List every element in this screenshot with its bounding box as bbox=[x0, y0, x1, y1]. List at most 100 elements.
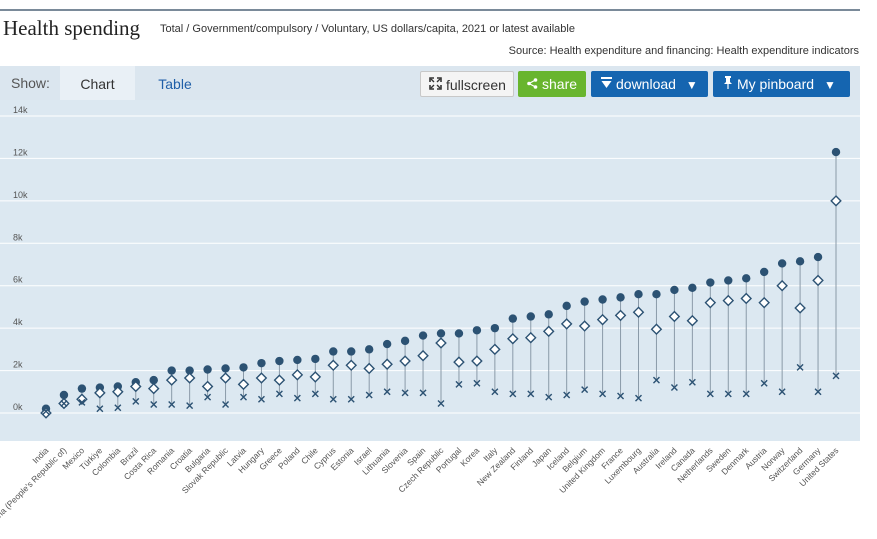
voluntary-marker bbox=[724, 390, 732, 398]
pin-icon bbox=[723, 72, 733, 98]
voluntary-marker bbox=[222, 401, 230, 409]
voluntary-marker bbox=[293, 394, 301, 402]
total-marker bbox=[347, 347, 356, 356]
voluntary-marker bbox=[275, 390, 283, 398]
voluntary-marker bbox=[78, 398, 86, 406]
government-marker bbox=[309, 371, 322, 383]
y-tick-label: 0k bbox=[13, 402, 23, 412]
caret-down-icon: ▼ bbox=[685, 78, 698, 92]
government-marker bbox=[435, 337, 447, 349]
total-marker bbox=[544, 310, 553, 319]
government-marker bbox=[704, 296, 717, 309]
fullscreen-icon bbox=[429, 73, 442, 99]
voluntary-marker bbox=[347, 395, 355, 403]
government-marker bbox=[507, 332, 519, 345]
government-marker bbox=[489, 343, 501, 356]
government-marker bbox=[291, 369, 304, 381]
voluntary-marker bbox=[617, 392, 625, 400]
pinboard-button[interactable]: My pinboard ▼ bbox=[713, 71, 850, 97]
voluntary-marker bbox=[204, 393, 212, 401]
total-marker bbox=[149, 375, 158, 385]
download-button[interactable]: download ▼ bbox=[591, 71, 708, 97]
total-marker bbox=[275, 356, 284, 366]
government-marker bbox=[686, 314, 699, 327]
voluntary-marker bbox=[42, 407, 50, 415]
government-marker bbox=[76, 393, 88, 406]
y-tick-label: 2k bbox=[13, 360, 23, 370]
voluntary-marker bbox=[437, 399, 445, 407]
voluntary-marker bbox=[688, 378, 696, 386]
voluntary-marker bbox=[473, 379, 481, 387]
total-marker bbox=[670, 285, 679, 295]
voluntary-marker bbox=[527, 390, 535, 398]
total-marker bbox=[77, 384, 87, 393]
page-subtitle: Total / Government/compulsory / Voluntar… bbox=[160, 23, 575, 35]
government-marker bbox=[722, 294, 735, 307]
tab-table[interactable]: Table bbox=[140, 66, 210, 100]
total-marker bbox=[167, 366, 176, 375]
government-marker bbox=[147, 382, 160, 395]
government-marker bbox=[560, 318, 573, 330]
government-marker bbox=[830, 195, 842, 207]
voluntary-marker bbox=[796, 363, 804, 371]
voluntary-marker bbox=[383, 388, 391, 396]
voluntary-marker bbox=[96, 405, 104, 413]
total-marker bbox=[257, 358, 266, 368]
voluntary-marker bbox=[240, 393, 247, 401]
y-tick-label: 14k bbox=[13, 105, 28, 115]
plot-background bbox=[0, 100, 860, 441]
government-marker bbox=[453, 356, 465, 368]
total-marker bbox=[293, 355, 302, 365]
voluntary-marker bbox=[132, 397, 140, 405]
y-tick-label: 12k bbox=[13, 147, 28, 157]
government-marker bbox=[237, 378, 250, 391]
government-marker bbox=[632, 306, 645, 319]
voluntary-marker bbox=[635, 394, 642, 402]
voluntary-marker bbox=[832, 372, 840, 380]
government-marker bbox=[776, 279, 788, 292]
voluntary-marker bbox=[563, 391, 571, 399]
voluntary-marker bbox=[778, 388, 786, 396]
government-marker bbox=[596, 313, 609, 326]
government-marker bbox=[524, 331, 537, 344]
total-marker bbox=[490, 323, 500, 333]
total-marker bbox=[634, 290, 643, 299]
total-marker bbox=[652, 290, 661, 299]
y-tick-label: 6k bbox=[13, 275, 23, 285]
total-marker bbox=[759, 267, 769, 277]
total-marker bbox=[598, 295, 607, 304]
y-tick-label: 4k bbox=[13, 317, 23, 327]
government-marker bbox=[794, 302, 806, 314]
voluntary-marker bbox=[599, 390, 607, 398]
fullscreen-button[interactable]: fullscreen bbox=[420, 71, 514, 97]
tab-chart[interactable]: Chart bbox=[60, 66, 135, 100]
tab-table-label: Table bbox=[158, 76, 192, 92]
total-marker bbox=[831, 147, 841, 157]
total-marker bbox=[382, 339, 392, 349]
total-marker bbox=[185, 366, 194, 375]
fullscreen-label: fullscreen bbox=[446, 77, 506, 93]
total-marker bbox=[616, 293, 625, 302]
government-marker bbox=[112, 385, 124, 398]
total-marker bbox=[562, 301, 571, 311]
share-button[interactable]: share bbox=[518, 71, 586, 97]
government-marker bbox=[363, 362, 375, 375]
government-marker bbox=[812, 274, 824, 287]
government-marker bbox=[471, 355, 483, 367]
voluntary-marker bbox=[760, 379, 768, 387]
government-marker bbox=[40, 407, 52, 419]
total-marker bbox=[418, 331, 428, 340]
voluntary-marker bbox=[329, 395, 337, 403]
total-marker bbox=[221, 364, 230, 373]
total-marker bbox=[400, 336, 410, 346]
government-marker bbox=[273, 374, 286, 386]
total-marker bbox=[795, 257, 805, 266]
government-marker bbox=[417, 349, 429, 362]
x-tick-label: Korea bbox=[458, 445, 481, 468]
total-marker bbox=[508, 314, 518, 323]
government-marker bbox=[345, 359, 358, 372]
voluntary-marker bbox=[814, 388, 822, 396]
total-marker bbox=[526, 312, 535, 321]
total-marker bbox=[580, 297, 589, 306]
voluntary-marker bbox=[670, 384, 678, 392]
